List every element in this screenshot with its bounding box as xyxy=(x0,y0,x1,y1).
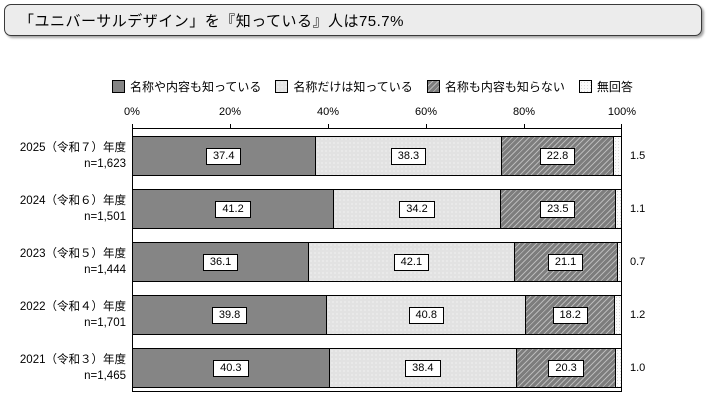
row-sample-size: n=1,501 xyxy=(84,211,126,223)
legend-item-known-name-only: 名称だけは知っている xyxy=(275,78,413,95)
value-label: 22.8 xyxy=(539,147,576,165)
legend-item-known-both: 名称や内容も知っている xyxy=(112,78,261,95)
stacked-bar-2021: 40.3 38.4 20.3 xyxy=(133,348,621,388)
value-label: 38.3 xyxy=(390,147,427,165)
value-label: 37.4 xyxy=(206,147,242,165)
bar-segment-known-both: 37.4 xyxy=(133,137,316,175)
row-year-label: 2022（令和４）年度 xyxy=(19,301,126,313)
legend-item-no-answer: 無回答 xyxy=(578,78,633,95)
value-label: 41.2 xyxy=(215,200,251,218)
plot-area: 37.4 38.3 22.8 41.2 34.2 23.5 36.1 42.1 … xyxy=(132,128,622,392)
bar-segment-no-answer xyxy=(617,243,621,281)
row-label-2023: 2023（令和５）年度 n=1,444 xyxy=(0,242,126,282)
bar-segment-known-name-only: 38.3 xyxy=(315,137,503,175)
bar-segment-known-name-only: 38.4 xyxy=(329,349,518,387)
row-sample-size: n=1,701 xyxy=(84,317,126,329)
no-answer-value-2022: 1.2 xyxy=(630,309,646,321)
no-answer-value-2021: 1.0 xyxy=(630,362,646,374)
axis-tick-label-100: 100% xyxy=(607,106,637,118)
legend-label: 無回答 xyxy=(596,80,633,94)
bar-segment-unknown: 22.8 xyxy=(502,137,614,175)
legend-label: 名称だけは知っている xyxy=(293,80,413,94)
bar-segment-known-both: 39.8 xyxy=(133,296,328,334)
axis-tick-label-0: 0% xyxy=(124,106,140,118)
no-answer-value-2025: 1.5 xyxy=(630,150,646,162)
row-label-2024: 2024（令和６）年度 n=1,501 xyxy=(0,189,126,229)
row-label-2022: 2022（令和４）年度 n=1,701 xyxy=(0,295,126,335)
row-label-2025: 2025（令和７）年度 n=1,623 xyxy=(0,136,126,176)
bar-segment-unknown: 23.5 xyxy=(500,190,616,228)
legend-swatch-white-dotted-icon xyxy=(578,80,592,93)
bar-segment-known-both: 40.3 xyxy=(133,349,330,387)
stacked-bar-2023: 36.1 42.1 21.1 xyxy=(133,242,621,282)
value-label: 23.5 xyxy=(540,200,576,218)
value-label: 38.4 xyxy=(405,359,441,377)
legend-label: 名称も内容も知らない xyxy=(444,80,565,94)
bar-segment-no-answer xyxy=(615,296,621,334)
bar-segment-no-answer xyxy=(616,349,621,387)
row-sample-size: n=1,623 xyxy=(84,158,126,170)
value-label: 18.2 xyxy=(552,306,588,324)
value-label: 40.8 xyxy=(408,306,444,324)
axis-tick-label-20: 20% xyxy=(218,106,242,118)
axis-tick-label-60: 60% xyxy=(414,106,438,118)
no-answer-value-2024: 1.1 xyxy=(630,203,646,215)
bar-segment-unknown: 21.1 xyxy=(514,243,618,281)
value-label: 39.8 xyxy=(211,306,248,324)
value-label: 21.1 xyxy=(547,253,584,271)
bar-segment-unknown: 18.2 xyxy=(526,296,616,334)
title-box: 「ユニバーサルデザイン」を『知っている』人は75.7% xyxy=(4,4,702,36)
bar-segment-known-name-only: 42.1 xyxy=(309,243,515,281)
value-label: 40.3 xyxy=(213,359,249,377)
legend-swatch-solid-gray-icon xyxy=(112,80,125,93)
bar-segment-unknown: 20.3 xyxy=(517,349,617,387)
row-year-label: 2021（令和３）年度 xyxy=(19,354,126,366)
row-year-label: 2025（令和７）年度 xyxy=(19,142,126,154)
bar-segment-known-both: 41.2 xyxy=(133,190,335,228)
stacked-bar-2025: 37.4 38.3 22.8 xyxy=(133,136,621,176)
value-label: 42.1 xyxy=(393,253,430,271)
legend-item-unknown: 名称も内容も知らない xyxy=(426,78,565,95)
no-answer-value-2023: 0.7 xyxy=(630,256,646,268)
chart-legend: 名称や内容も知っている 名称だけは知っている 名称も内容も知らない 無回答 xyxy=(112,78,633,95)
legend-label: 名称や内容も知っている xyxy=(130,80,262,94)
bar-segment-known-both: 36.1 xyxy=(133,243,310,281)
bar-segment-known-name-only: 34.2 xyxy=(334,190,501,228)
value-label: 20.3 xyxy=(548,359,584,377)
bar-segment-no-answer xyxy=(613,137,621,175)
value-label: 34.2 xyxy=(399,200,435,218)
bar-segment-no-answer xyxy=(615,190,621,228)
row-sample-size: n=1,444 xyxy=(84,264,126,276)
row-year-label: 2024（令和６）年度 xyxy=(19,195,126,207)
axis-tick-label-40: 40% xyxy=(316,106,340,118)
row-sample-size: n=1,465 xyxy=(84,370,126,382)
bar-segment-known-name-only: 40.8 xyxy=(327,296,527,334)
value-label: 36.1 xyxy=(202,253,239,271)
row-year-label: 2023（令和５）年度 xyxy=(19,248,126,260)
legend-swatch-hatched-icon xyxy=(426,80,440,93)
axis-tick-label-80: 80% xyxy=(512,106,536,118)
legend-swatch-light-dotted-icon xyxy=(275,80,289,93)
stacked-bar-2022: 39.8 40.8 18.2 xyxy=(133,295,621,335)
stacked-bar-2024: 41.2 34.2 23.5 xyxy=(133,189,621,229)
row-label-2021: 2021（令和３）年度 n=1,465 xyxy=(0,348,126,388)
page-title: 「ユニバーサルデザイン」を『知っている』人は75.7% xyxy=(19,12,404,30)
